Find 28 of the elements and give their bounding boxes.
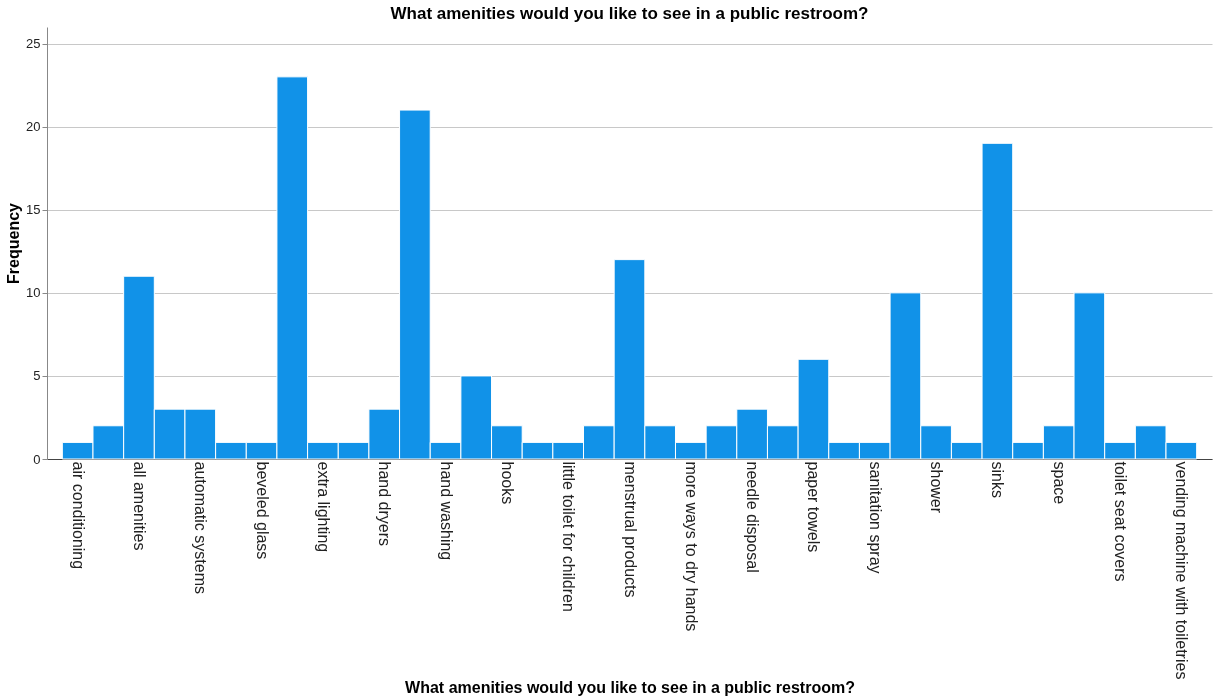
x-tick-label: more ways to dry hands bbox=[682, 461, 700, 632]
y-tick-label: 15 bbox=[26, 202, 41, 218]
x-tick-label: sinks bbox=[989, 461, 1007, 498]
x-tick-label: hooks bbox=[498, 461, 516, 505]
x-tick-label: air conditioning bbox=[69, 461, 87, 570]
x-tick-label: needle disposal bbox=[744, 461, 762, 573]
x-tick-label: toilet seat covers bbox=[1112, 461, 1130, 582]
y-tick-label: 0 bbox=[33, 451, 41, 467]
x-tick-label: space bbox=[1050, 461, 1068, 505]
x-tick-label: beveled glass bbox=[253, 461, 271, 560]
x-axis-title: What amenities would you like to see in a public restroom? bbox=[405, 678, 855, 696]
x-tick-label: sanitation spray bbox=[866, 461, 884, 574]
x-tick-label: all amenities bbox=[130, 461, 148, 551]
x-tick-label: automatic systems bbox=[192, 461, 210, 594]
y-tick-label: 5 bbox=[33, 368, 41, 384]
x-tick-label: extra lighting bbox=[314, 461, 332, 553]
x-tick-label: little toilet for children bbox=[560, 461, 578, 612]
y-tick-label: 25 bbox=[26, 36, 41, 52]
y-tick-label: 10 bbox=[26, 285, 41, 301]
x-tick-label: menstrual products bbox=[621, 461, 639, 598]
x-tick-label: vending machine with toiletries bbox=[1173, 461, 1191, 680]
y-axis-title: Frequency bbox=[5, 202, 23, 284]
x-tick-label: paper towels bbox=[805, 461, 823, 553]
x-tick-label: hand washing bbox=[437, 461, 455, 561]
y-tick-label: 20 bbox=[26, 119, 41, 135]
chart-title: What amenities would you like to see in a public restroom? bbox=[390, 4, 869, 23]
x-tick-label: shower bbox=[928, 461, 946, 514]
x-tick-label: hand dryers bbox=[376, 461, 394, 546]
